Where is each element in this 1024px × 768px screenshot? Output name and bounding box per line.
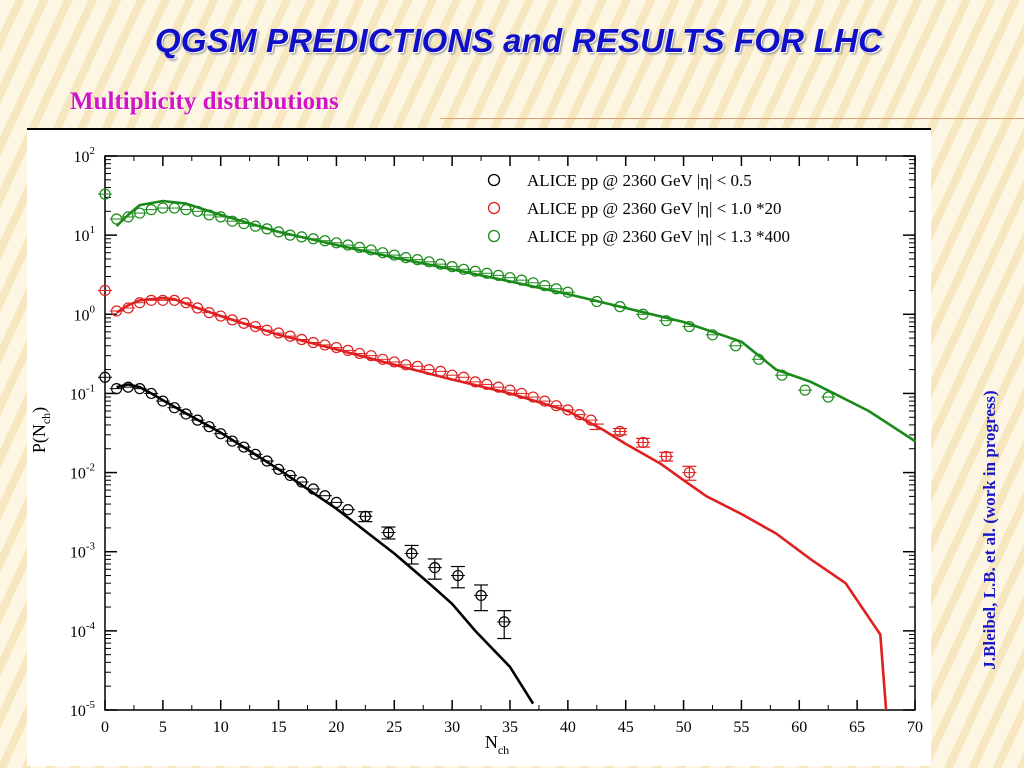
slide-title: QGSM PREDICTIONS and RESULTS FOR LHC [155, 22, 883, 59]
legend-label: ALICE pp @ 2360 GeV |η| < 0.5 [527, 171, 752, 190]
legend-marker [487, 173, 501, 187]
x-tick-label: 10 [213, 719, 229, 736]
legend-label: ALICE pp @ 2360 GeV |η| < 1.0 *20 [527, 199, 782, 218]
title-divider [440, 118, 1024, 119]
x-tick-label: 35 [502, 719, 518, 736]
plot-frame [104, 155, 916, 711]
legend-marker [487, 201, 501, 215]
y-axis-label: P(Nch) [29, 407, 53, 453]
model-curve [116, 383, 535, 705]
y-tick-label: 10-1 [70, 382, 95, 403]
y-tick-label: 10-5 [70, 699, 96, 720]
y-tick-label: 101 [74, 224, 96, 245]
x-tick-label: 40 [560, 719, 576, 736]
x-tick-label: 60 [791, 719, 807, 736]
slide-subtitle: Multiplicity distributions [70, 88, 339, 115]
x-tick-label: 5 [159, 719, 167, 736]
x-tick-label: 30 [444, 719, 460, 736]
y-tick-label: 100 [74, 303, 96, 324]
chart-panel: 0 5 10 15 20 25 30 35 40 45 50 55 60 65 70 10-5 10-4 10-3… [27, 128, 931, 766]
x-tick-label: 25 [386, 719, 402, 736]
y-tick-label: 10-4 [70, 620, 96, 641]
y-tick-label: 10-3 [70, 541, 96, 562]
author-note-text: J.Bleibel, L.B. et al. (work in progress… [980, 390, 999, 670]
author-note: J.Bleibel, L.B. et al. (work in progress… [972, 340, 1008, 720]
legend-marker [487, 229, 501, 243]
model-curve [115, 199, 916, 443]
multiplicity-chart: 0 5 10 15 20 25 30 35 40 45 50 55 60 65 70 10-5 10-4 10-3… [29, 145, 923, 757]
x-tick-label: 0 [101, 719, 109, 736]
y-tick-label: 102 [74, 145, 96, 166]
x-tick-label: 65 [849, 719, 865, 736]
model-curve [115, 296, 888, 711]
legend-label: ALICE pp @ 2360 GeV |η| < 1.3 *400 [527, 227, 790, 246]
x-tick-label: 15 [271, 719, 287, 736]
x-tick-label: 55 [733, 719, 749, 736]
x-tick-label: 70 [907, 719, 923, 736]
x-tick-label: 20 [328, 719, 344, 736]
y-tick-label: 10-2 [70, 462, 95, 483]
x-tick-label: 45 [618, 719, 634, 736]
x-tick-label: 50 [676, 719, 692, 736]
x-axis-label: Nch [485, 732, 509, 757]
